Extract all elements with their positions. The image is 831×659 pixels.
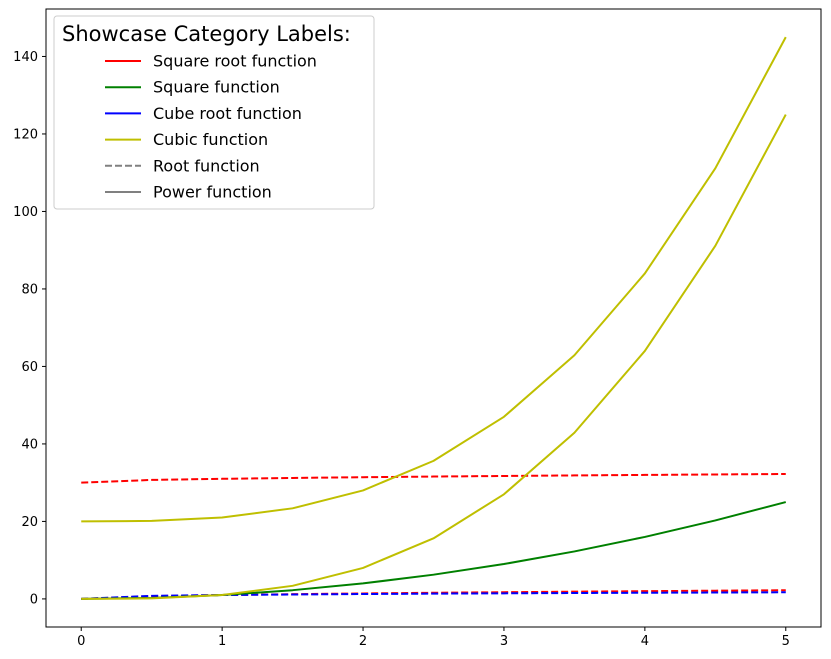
series-line-5 <box>81 36 787 523</box>
y-tick-label-1: 20 <box>21 515 38 530</box>
x-tick-label-1: 1 <box>218 634 226 649</box>
series-line-2 <box>81 591 786 600</box>
legend-label-0: Square root function <box>153 52 317 71</box>
y-tick-label-7: 140 <box>13 50 38 65</box>
series-line-4 <box>81 114 787 600</box>
legend-box <box>53 15 375 210</box>
legend-label-4: Root function <box>153 156 260 175</box>
y-tick-label-0: 0 <box>30 592 38 607</box>
y-tick-label-3: 60 <box>21 360 38 375</box>
series-line-3 <box>81 501 787 600</box>
y-tick-label-4: 80 <box>21 282 38 297</box>
x-tick-label-5: 5 <box>782 634 790 649</box>
x-tick-label-3: 3 <box>500 634 508 649</box>
x-tick-label-2: 2 <box>359 634 367 649</box>
plot-frame <box>45 8 822 628</box>
x-tick-label-0: 0 <box>77 634 85 649</box>
legend-label-2: Cube root function <box>153 104 302 123</box>
x-tick-label-4: 4 <box>641 634 649 649</box>
legend-entries: Square root function Square function Cube … <box>105 52 317 202</box>
y-tick-label-5: 100 <box>13 205 38 220</box>
series-layer <box>81 36 787 600</box>
y-tick-label-6: 120 <box>13 127 38 142</box>
legend-label-3: Cubic function <box>153 130 268 149</box>
y-tick-label-2: 40 <box>21 437 38 452</box>
legend: Showcase Category Labels: Square root fu… <box>53 15 375 210</box>
legend-title: Showcase Category Labels: <box>62 22 351 46</box>
axis-layer: 0 1 2 3 4 5 0 20 40 60 80 100 120 140 <box>13 50 790 649</box>
legend-label-5: Power function <box>153 183 272 202</box>
series-line-0 <box>81 472 786 484</box>
legend-label-1: Square function <box>153 78 280 97</box>
